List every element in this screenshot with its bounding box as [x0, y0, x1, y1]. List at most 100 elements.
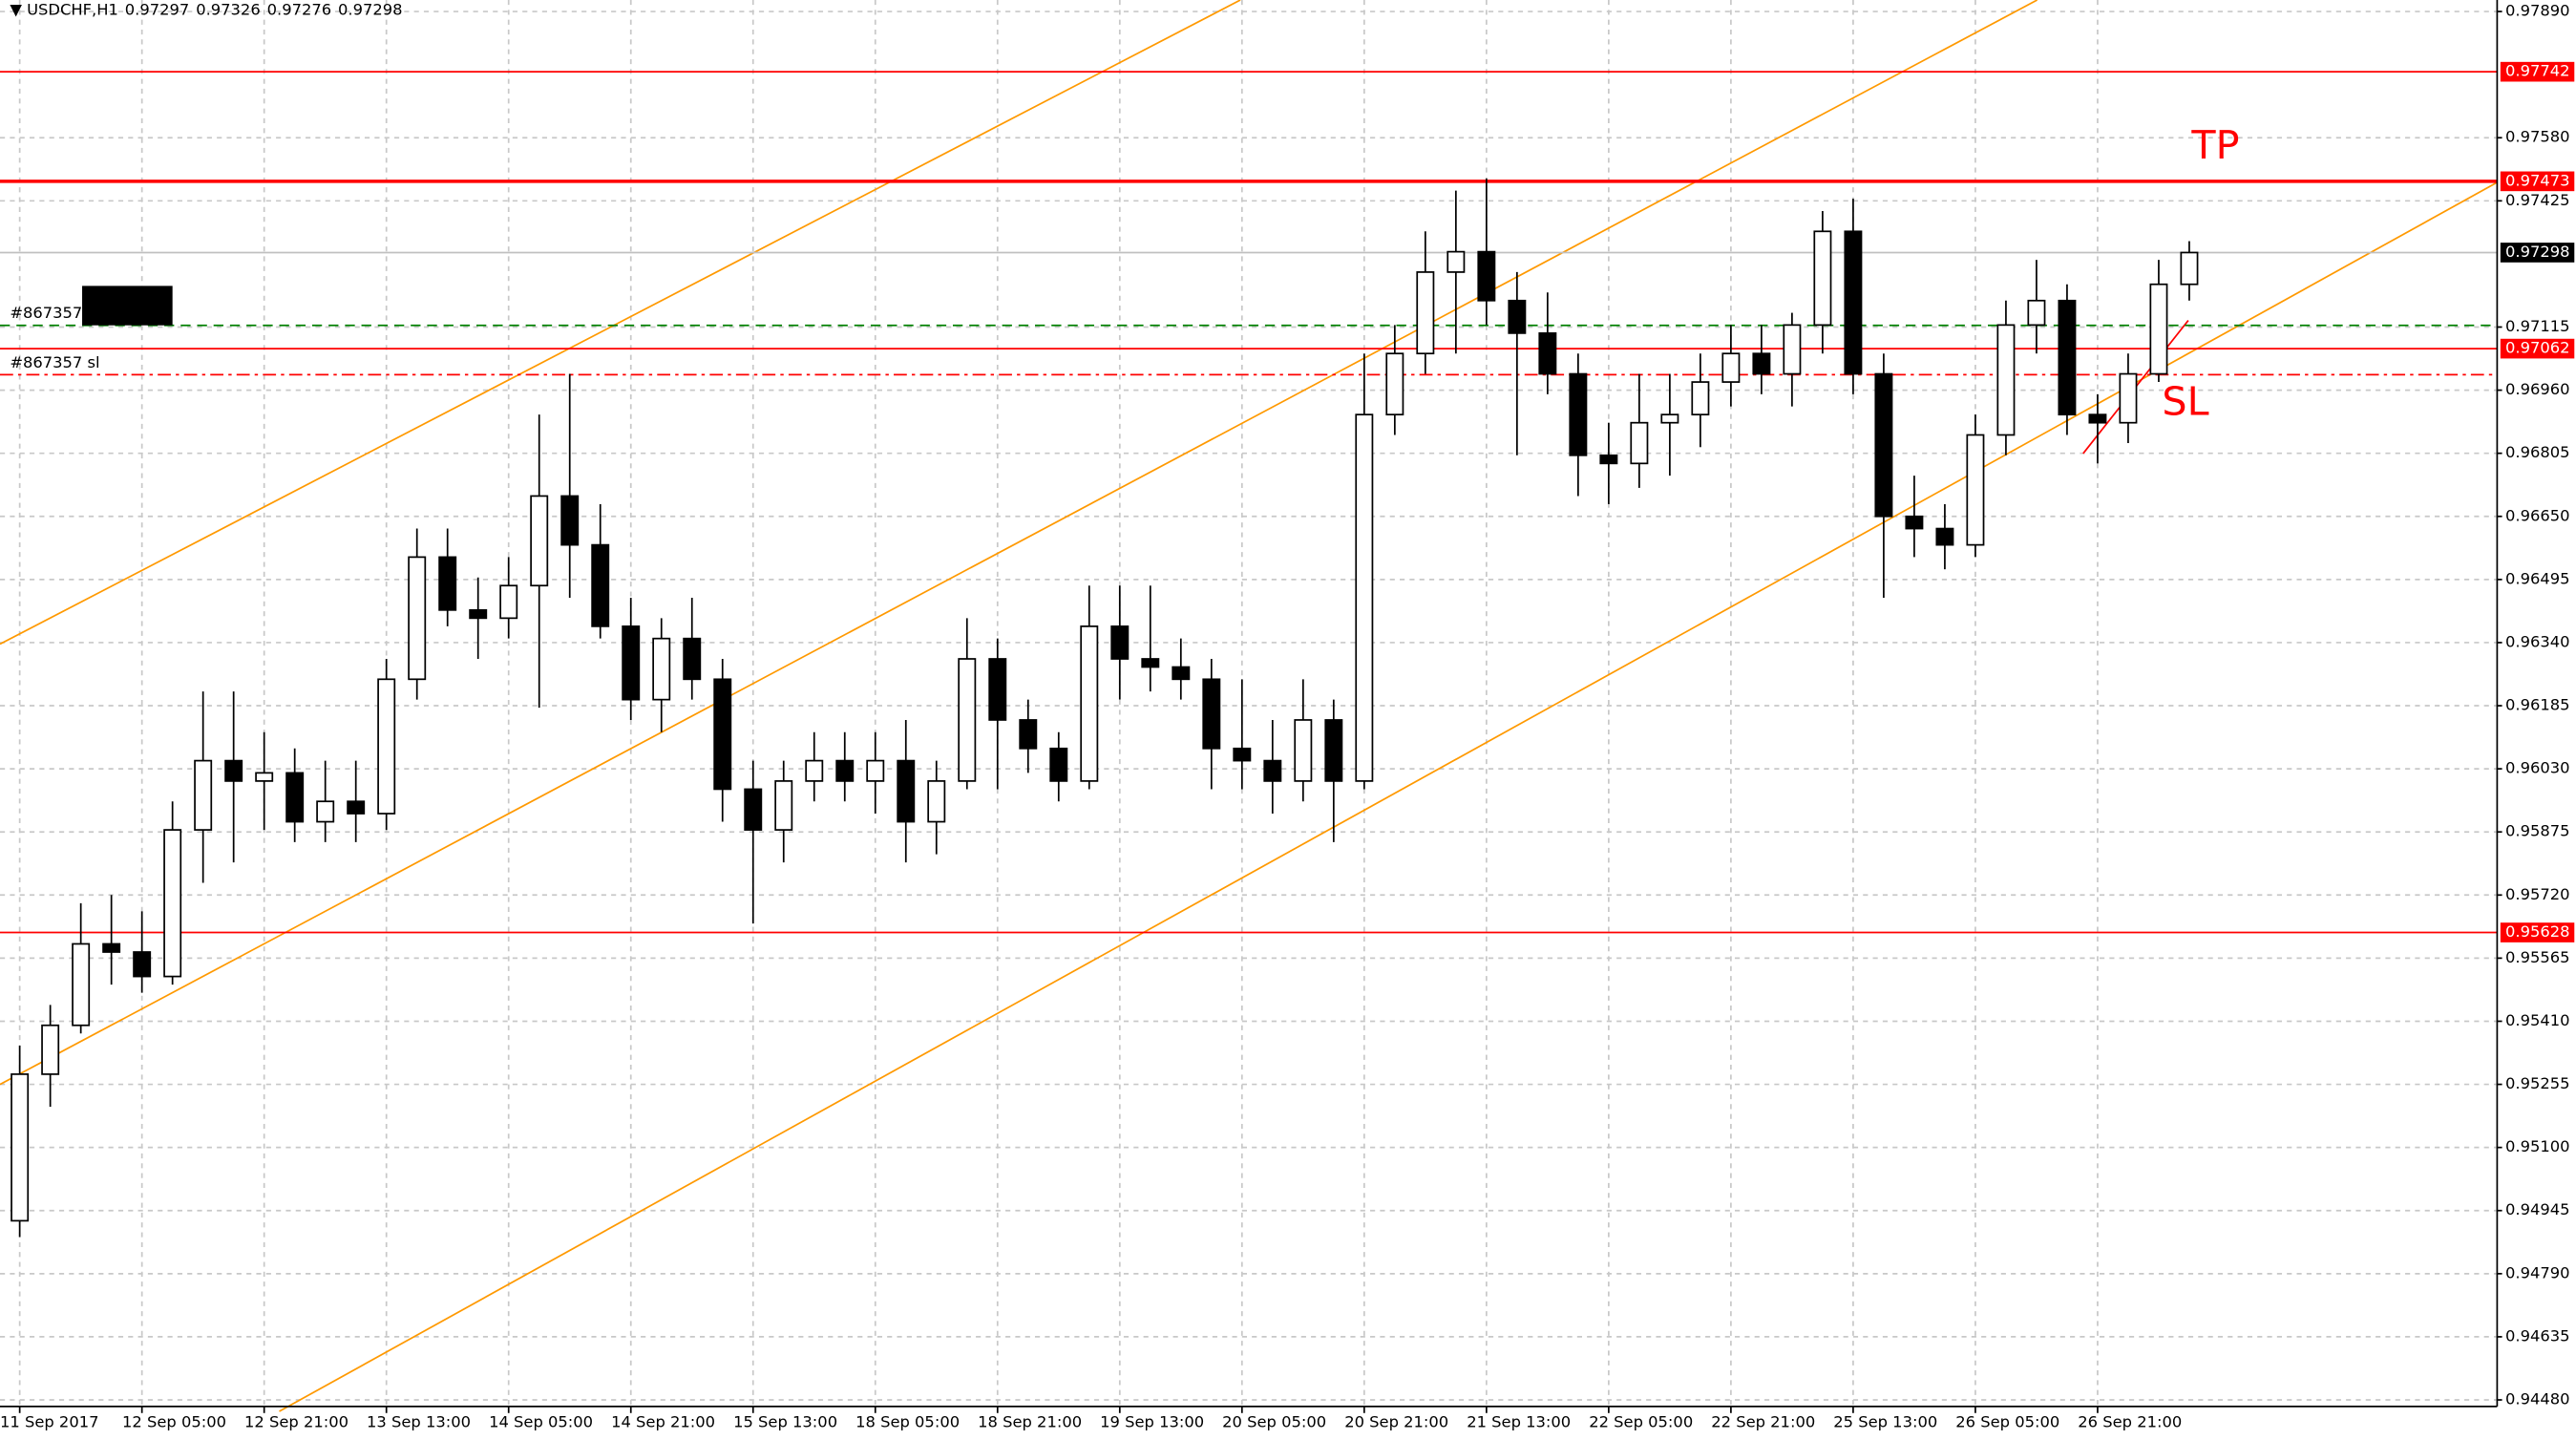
- candle-body: [499, 584, 518, 620]
- y-tick-label: 0.97115: [2505, 317, 2570, 335]
- candle-body: [1599, 454, 1618, 465]
- candle-body: [1416, 271, 1435, 355]
- y-tick-label: 0.96340: [2505, 632, 2570, 650]
- chart-header: ▼ USDCHF,H1 0.97297 0.97326 0.97276 0.97298: [10, 0, 402, 18]
- candle-body: [194, 759, 213, 831]
- candle-body: [1294, 719, 1313, 782]
- x-tick-label: 13 Sep 13:00: [367, 1413, 471, 1431]
- price-tag-label: 0.97062: [2505, 339, 2570, 357]
- candle-body: [1691, 381, 1710, 416]
- price-tag: [2500, 338, 2575, 359]
- candle-body: [1905, 515, 1924, 530]
- candle-body: [805, 759, 824, 782]
- price-tag-label: 0.97298: [2505, 243, 2570, 261]
- y-tick-label: 0.95255: [2505, 1074, 2570, 1092]
- candle-body: [1508, 299, 1527, 334]
- candle-body: [1233, 747, 1252, 762]
- candle-body: [713, 678, 732, 791]
- candle-body: [285, 772, 305, 823]
- candle-body: [1477, 250, 1496, 302]
- candle-body: [1355, 413, 1374, 782]
- y-tick-label: 0.96805: [2505, 443, 2570, 461]
- quote: 0.97276: [267, 0, 332, 18]
- price-tag: [2500, 171, 2575, 192]
- candle-body: [591, 543, 610, 627]
- x-tick-label: 21 Sep 13:00: [1467, 1413, 1571, 1431]
- x-tick-label: 19 Sep 13:00: [1100, 1413, 1204, 1431]
- candle-body: [1110, 625, 1130, 660]
- price-tag: [2500, 61, 2575, 82]
- candle-body: [102, 942, 121, 953]
- candle-body: [683, 637, 702, 681]
- candle-body: [1263, 759, 1282, 782]
- candle-body: [408, 556, 427, 681]
- candle-body: [2119, 372, 2138, 424]
- candle-body: [774, 780, 793, 831]
- candle-body: [1446, 250, 1466, 273]
- price-tag: [2500, 922, 2575, 942]
- candle-body: [316, 800, 335, 823]
- x-tick-label: 26 Sep 21:00: [2078, 1413, 2182, 1431]
- annotation: TP: [2190, 122, 2239, 168]
- candle-body: [72, 942, 91, 1027]
- candle-body: [377, 678, 396, 815]
- candle-body: [1813, 230, 1832, 327]
- candle-body: [2180, 251, 2199, 286]
- candle-body: [1660, 413, 1679, 424]
- order-label: #867357 sl: [10, 353, 99, 371]
- candle-body: [1385, 352, 1404, 416]
- price-tag-label: 0.95628: [2505, 922, 2570, 941]
- candle-body: [988, 658, 1007, 721]
- candle-body: [1019, 719, 1038, 750]
- candle-body: [1080, 625, 1099, 782]
- symbol: USDCHF,H1: [27, 0, 118, 18]
- candle-body: [622, 625, 641, 701]
- candle-body: [1996, 324, 2016, 436]
- candle-body: [927, 780, 946, 823]
- y-tick-label: 0.95565: [2505, 948, 2570, 966]
- price-tag: [2500, 243, 2575, 263]
- candle-body: [1935, 527, 1954, 546]
- quote: 0.97326: [196, 0, 261, 18]
- quote: 0.97297: [125, 0, 190, 18]
- candle-body: [1752, 352, 1771, 375]
- candle-body: [835, 759, 855, 782]
- x-tick-label: 25 Sep 13:00: [1833, 1413, 1937, 1431]
- candle-body: [2088, 413, 2107, 424]
- candle-body: [530, 495, 549, 587]
- candle-body: [11, 1073, 30, 1222]
- candle-body: [41, 1024, 60, 1075]
- x-tick-label: 22 Sep 05:00: [1589, 1413, 1693, 1431]
- x-tick-label: 18 Sep 21:00: [978, 1413, 1082, 1431]
- candle-body: [652, 637, 671, 701]
- candle-body: [255, 772, 274, 782]
- candle-body: [469, 608, 488, 620]
- x-tick-label: 11 Sep 2017: [0, 1413, 99, 1431]
- order-label: #867357: [10, 304, 82, 322]
- candle-body: [2027, 299, 2046, 327]
- y-tick-label: 0.96650: [2505, 506, 2570, 524]
- candle-body: [1721, 352, 1741, 383]
- candle-body: [1783, 324, 1802, 375]
- y-tick-label: 0.96495: [2505, 569, 2570, 587]
- price-tag-label: 0.97473: [2505, 171, 2570, 189]
- candle-body: [438, 556, 457, 611]
- price-tag-label: 0.97742: [2505, 62, 2570, 80]
- candle-body: [1049, 747, 1068, 782]
- x-tick-label: 22 Sep 21:00: [1711, 1413, 1815, 1431]
- redacted-box: [82, 286, 173, 326]
- y-tick-label: 0.94945: [2505, 1200, 2570, 1218]
- y-tick-label: 0.96030: [2505, 759, 2570, 777]
- candle-body: [897, 759, 916, 823]
- x-tick-label: 12 Sep 21:00: [244, 1413, 348, 1431]
- candle-body: [744, 788, 763, 831]
- x-tick-label: 20 Sep 05:00: [1222, 1413, 1326, 1431]
- channel-line: [0, 0, 1241, 646]
- candle-body: [1172, 666, 1191, 681]
- candle-body: [163, 829, 182, 978]
- quote: 0.97298: [338, 0, 403, 18]
- candle-body: [1202, 678, 1221, 750]
- candle-body: [224, 759, 243, 782]
